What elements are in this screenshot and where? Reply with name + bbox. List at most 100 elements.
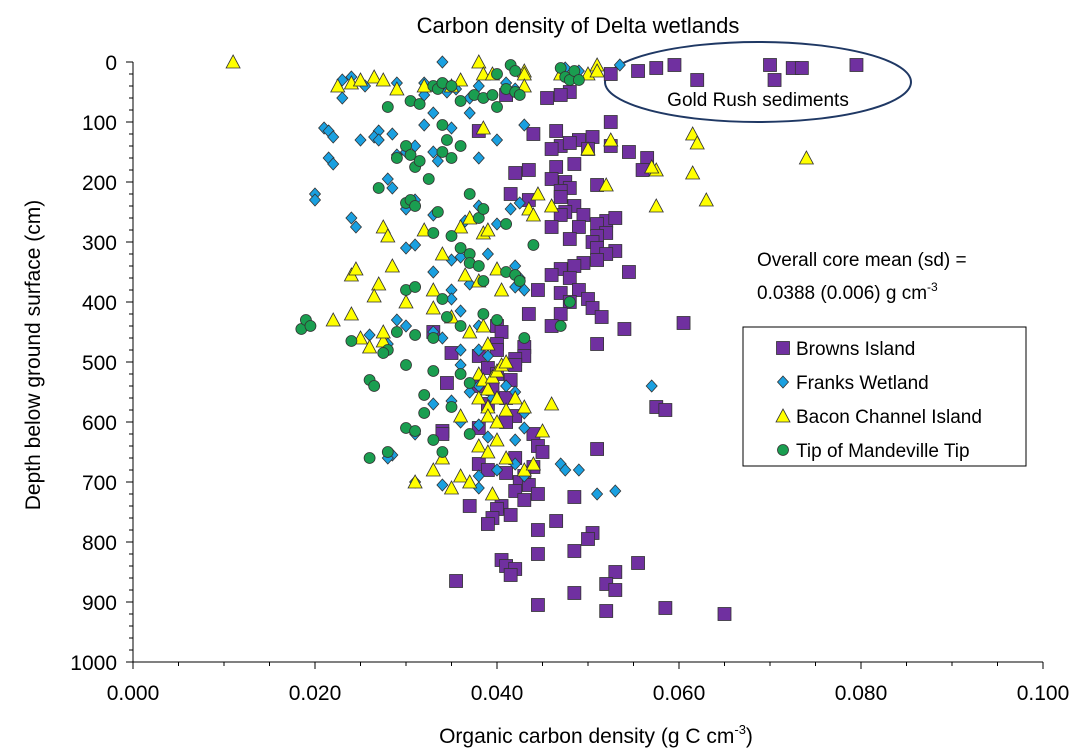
data-point — [384, 258, 401, 273]
data-point — [549, 124, 564, 138]
data-point — [567, 490, 582, 504]
data-point — [644, 159, 660, 174]
gold-rush-ellipse — [604, 41, 912, 123]
data-point — [763, 58, 777, 72]
data-point — [513, 89, 526, 101]
x-axis-label-sup: -3 — [734, 722, 746, 737]
data-point — [543, 198, 560, 213]
data-point — [477, 203, 490, 215]
data-point — [425, 300, 441, 315]
data-point — [489, 432, 505, 447]
data-point — [454, 368, 467, 380]
data-point — [567, 586, 582, 600]
data-point — [361, 339, 378, 354]
data-point — [553, 190, 568, 204]
data-point — [567, 259, 582, 273]
y-tick-label: 300 — [82, 232, 117, 255]
data-point — [463, 377, 476, 389]
data-point — [463, 428, 476, 440]
data-point — [549, 514, 564, 528]
data-point — [398, 294, 414, 309]
data-point — [435, 427, 450, 441]
data-point — [543, 396, 560, 411]
data-point — [480, 517, 495, 531]
data-point — [436, 146, 449, 158]
data-point — [452, 72, 469, 87]
data-point — [375, 324, 391, 339]
legend-marker — [775, 408, 791, 423]
data-point — [425, 462, 441, 477]
data-point — [225, 54, 241, 69]
data-point — [375, 219, 391, 234]
data-point — [308, 193, 322, 207]
data-point — [431, 154, 444, 168]
data-point — [598, 177, 614, 192]
legend-marker — [776, 341, 790, 355]
data-point — [599, 604, 614, 618]
data-point — [427, 265, 440, 279]
data-point — [518, 283, 531, 297]
data-point — [436, 293, 449, 305]
data-point — [441, 134, 453, 146]
data-point — [617, 322, 632, 336]
data-point — [472, 151, 485, 165]
legend-item: Bacon Channel Island — [775, 407, 982, 428]
data-point — [472, 260, 485, 272]
data-point — [377, 347, 390, 359]
data-point — [336, 91, 349, 105]
data-point — [475, 120, 492, 135]
data-point — [454, 140, 467, 152]
data-point — [518, 421, 531, 435]
data-point — [372, 133, 385, 147]
data-point — [562, 232, 577, 246]
data-point — [404, 149, 417, 161]
data-point — [349, 220, 362, 234]
data-point — [449, 574, 463, 588]
data-point — [471, 390, 487, 405]
data-point — [513, 275, 526, 287]
data-point — [454, 242, 467, 254]
data-point — [477, 275, 490, 287]
data-point — [427, 106, 440, 120]
data-point — [603, 115, 618, 129]
data-point — [590, 253, 604, 267]
y-tick-label: 1000 — [70, 652, 117, 675]
data-point — [631, 64, 645, 78]
legend-item: Browns Island — [776, 339, 915, 360]
data-point — [480, 222, 496, 237]
data-point — [425, 282, 441, 297]
data-point — [562, 271, 577, 285]
data-point — [452, 468, 469, 483]
data-point — [534, 423, 551, 438]
data-point — [503, 187, 518, 201]
data-point — [452, 408, 469, 423]
data-point — [366, 69, 382, 84]
data-point — [345, 335, 358, 347]
legend-label: Tip of Mandeville Tip — [796, 441, 970, 462]
x-axis-label: Organic carbon density (g C cm-3) — [439, 722, 753, 748]
data-point — [498, 354, 514, 369]
data-point — [491, 101, 503, 113]
data-point — [572, 463, 585, 477]
data-point — [521, 163, 536, 177]
y-tick-label: 100 — [82, 112, 117, 135]
data-point — [380, 228, 396, 243]
data-point — [525, 207, 542, 222]
data-point — [553, 88, 568, 102]
data-point — [471, 438, 487, 453]
data-point — [518, 118, 531, 132]
legend-label: Browns Island — [796, 339, 915, 360]
data-point — [603, 67, 618, 81]
data-point — [454, 320, 467, 332]
data-point — [400, 359, 412, 371]
data-point — [658, 403, 673, 417]
data-point — [576, 208, 591, 222]
data-point — [445, 152, 458, 164]
data-point — [409, 281, 422, 293]
data-point — [381, 172, 394, 186]
data-point — [409, 238, 422, 252]
mean-annotation-value: 0.0388 (0.006) g cm — [757, 283, 927, 304]
data-point — [525, 456, 542, 471]
data-point — [386, 181, 399, 195]
